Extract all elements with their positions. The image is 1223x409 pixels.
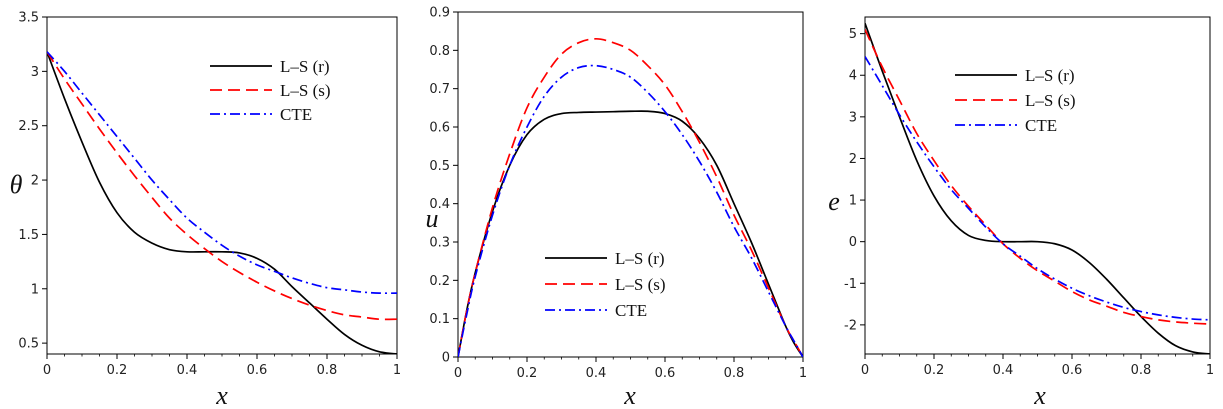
y-tick-label: 5: [849, 27, 857, 42]
series-line-1: [458, 110, 803, 357]
x-tick-label: 0.2: [924, 363, 945, 378]
legend-label: CTE: [1025, 116, 1057, 135]
x-tick-label: 1: [1206, 363, 1214, 378]
legend: L–S (r) L–S (s) CTE: [210, 57, 331, 124]
x-tick-label: 0: [861, 363, 869, 378]
x-axis-label: x: [623, 381, 636, 409]
x-axis-label: x: [1033, 381, 1046, 409]
y-tick-label: 1: [31, 282, 39, 297]
x-tick-label: 0.2: [107, 363, 128, 378]
y-axis-label: e: [828, 187, 840, 216]
y-tick-label: 0.9: [429, 6, 450, 21]
y-tick-label: 0.3: [429, 236, 450, 251]
legend-label: L–S (r): [615, 249, 665, 268]
y-tick-label: 2: [31, 174, 39, 189]
legend-label: CTE: [280, 105, 312, 124]
series-line-2: [47, 51, 397, 321]
y-tick-label: 3: [31, 65, 39, 80]
y-tick-label: 0: [849, 235, 857, 250]
y-tick-label: -1: [844, 277, 857, 292]
legend-label: L–S (s): [1025, 91, 1076, 110]
chart-panel-2: 0 0.2 0.4 0.6 0.8 1 0 0.1 0.2 0.3 0.4 0.5 0.6 0.7 0.8 0…: [426, 6, 808, 409]
chart-panel-3: 0 0.2 0.4 0.6 0.8 1 -2 -1 0 1 2 3 4 5 L–S (r) L–S (s) CT…: [828, 16, 1214, 409]
y-tick-label: 0: [442, 351, 450, 366]
legend: L–S (r) L–S (s) CTE: [955, 66, 1076, 135]
x-tick-label: 0: [454, 366, 462, 381]
y-tick-label: 1: [849, 194, 857, 209]
y-tick-label: 0.7: [429, 82, 450, 97]
x-tick-label: 0.4: [177, 363, 198, 378]
x-tick-label: 0.6: [1062, 363, 1083, 378]
y-tick-label: 4: [849, 69, 857, 84]
y-tick-label: 2: [849, 152, 857, 167]
x-tick-label: 1: [393, 363, 401, 378]
legend-label: L–S (r): [1025, 66, 1075, 85]
series-line-1: [47, 51, 397, 354]
x-tick-label: 0.8: [724, 366, 745, 381]
plot-frame: [46, 16, 398, 355]
series-line-3: [865, 56, 1210, 321]
y-tick-label: 0.2: [429, 274, 450, 289]
x-tick-label: 1: [799, 366, 807, 381]
x-tick-label: 0.4: [993, 363, 1014, 378]
legend-label: L–S (r): [280, 57, 330, 76]
series-line-3: [458, 64, 803, 357]
y-tick-label: 3: [849, 110, 857, 125]
y-tick-label: 3.5: [18, 11, 39, 26]
x-tick-label: 0: [43, 363, 51, 378]
y-tick-label: 2.5: [18, 119, 39, 134]
chart-panel-1: 0 0.2 0.4 0.6 0.8 10.511.522.533.5L–S (r)L–S …: [10, 11, 402, 409]
series-line-3: [47, 51, 397, 295]
series-line-2: [458, 37, 803, 357]
y-tick-label: 0.8: [429, 44, 450, 59]
x-tick-label: 0.6: [247, 363, 268, 378]
y-tick-label: 0.5: [429, 159, 450, 174]
y-tick-label: 0.4: [429, 197, 450, 212]
x-tick-label: 0.8: [1131, 363, 1152, 378]
y-tick-label: 0.5: [18, 337, 39, 352]
y-tick-label: 1.5: [18, 228, 39, 243]
x-tick-label: 0.6: [655, 366, 676, 381]
y-axis-label: u: [426, 204, 439, 233]
legend-label: L–S (s): [615, 275, 666, 294]
legend-label: CTE: [615, 301, 647, 320]
x-tick-label: 0.4: [586, 366, 607, 381]
y-axis-label: θ: [10, 170, 23, 199]
y-tick-label: 0.6: [429, 121, 450, 136]
x-tick-label: 0.8: [317, 363, 338, 378]
legend: L–S (r) L–S (s) CTE: [545, 249, 666, 320]
series-line-1: [865, 22, 1210, 354]
legend-label: L–S (s): [280, 81, 331, 100]
x-axis-label: x: [215, 381, 228, 409]
y-tick-label: -2: [844, 318, 857, 333]
x-tick-label: 0.2: [517, 366, 538, 381]
y-tick-label: 0.1: [429, 312, 450, 327]
